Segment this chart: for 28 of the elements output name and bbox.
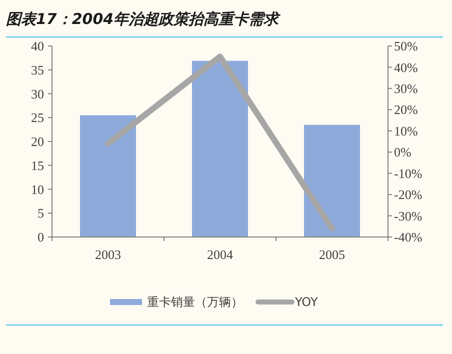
y2-tick-label: 50%: [394, 38, 418, 54]
y2-tick-label: -20%: [394, 187, 422, 202]
y-tick-label: 30: [31, 86, 44, 102]
bar: [304, 124, 360, 237]
y2-tick-label: -30%: [394, 208, 422, 224]
y2-tick-label: 20%: [394, 102, 418, 118]
legend-label: 重卡销量（万辆）: [147, 295, 243, 309]
y2-tick-label: -40%: [394, 230, 422, 245]
x-tick-label: 2003: [95, 247, 121, 262]
bar: [80, 115, 136, 237]
bar: [192, 60, 248, 237]
y-tick-label: 0: [38, 230, 44, 245]
y2-tick-label: 30%: [394, 80, 418, 96]
x-tick-label: 2004: [207, 247, 234, 262]
y2-tick-label: 0%: [394, 144, 412, 160]
y2-tick-label: 10%: [394, 123, 418, 138]
legend-label: YOY: [294, 295, 318, 309]
y-tick-label: 35: [31, 62, 44, 78]
y-tick-label: 10: [31, 182, 44, 197]
y-tick-label: 15: [31, 158, 44, 173]
y-tick-label: 40: [31, 38, 44, 54]
chart-title: 图表17：2004年治超政策抬高重卡需求: [6, 10, 282, 28]
y2-tick-label: -10%: [394, 166, 422, 181]
y2-tick-label: 40%: [394, 60, 418, 75]
y-tick-label: 20: [31, 134, 44, 150]
y-tick-label: 5: [38, 206, 44, 221]
y-tick-label: 25: [31, 110, 44, 126]
x-tick-label: 2005: [319, 247, 345, 262]
